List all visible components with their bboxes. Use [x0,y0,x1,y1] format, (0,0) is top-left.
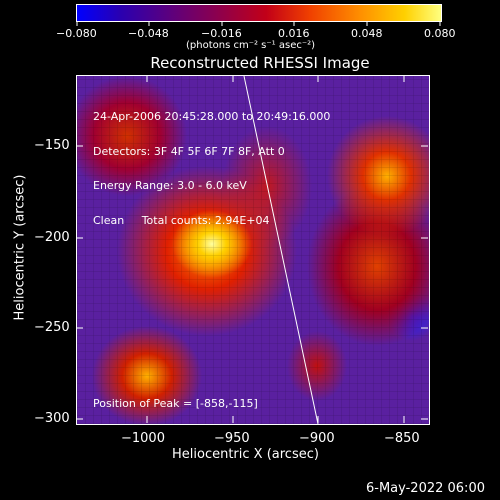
y-axis-label: Heliocentric Y (arcsec) [12,174,28,321]
colorbar-tick-label: −0.048 [128,27,169,40]
y-tick-label: −300 [34,411,70,426]
info-line-detectors: Detectors: 3F 4F 5F 6F 7F 8F, Att 0 [93,144,285,158]
y-tick-label: −250 [34,320,70,335]
footer-date: 6-May-2022 06:00 [366,481,485,496]
x-tick-label: −900 [299,431,335,446]
colorbar-tick-label: −0.016 [201,27,242,40]
x-tick-label: −1000 [121,431,165,446]
info-line-clean: Clean Total counts: 2.94E+04 [93,213,270,227]
info-line-time: 24-Apr-2006 20:45:28.000 to 20:49:16.000 [93,110,331,123]
info-line-energy: Energy Range: 3.0 - 6.0 keV [93,179,247,192]
peak-position-label: Position of Peak = [-858,-115] [93,397,258,410]
colorbar-tick-label: −0.080 [56,27,97,40]
colorbar-tick-label: 0.080 [424,27,456,40]
info-block: 24-Apr-2006 20:45:28.000 to 20:49:16.000… [93,88,330,249]
x-tick-label: −950 [214,431,250,446]
plot-title: Reconstructed RHESSI Image [150,54,370,72]
colorbar-unit-label: (photons cm⁻² s⁻¹ asec⁻²) [186,40,316,51]
x-axis-label: Heliocentric X (arcsec) [172,447,319,462]
image-texture [77,76,429,424]
colorbar [76,4,442,22]
solar-limb-line [243,76,319,424]
colorbar-ticks [76,21,441,26]
colorbar-tick-label: 0.016 [278,27,310,40]
y-tick-label: −200 [34,230,70,245]
rhessi-image: 24-Apr-2006 20:45:28.000 to 20:49:16.000… [76,75,430,425]
y-tick-label: −150 [34,138,70,153]
colorbar-tick-label: 0.048 [351,27,383,40]
x-tick-label: −850 [384,431,420,446]
